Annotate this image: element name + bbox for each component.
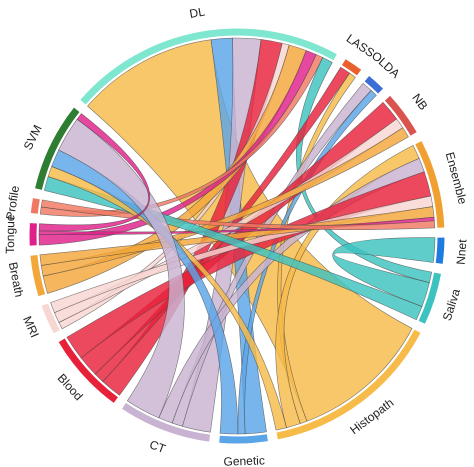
- node-arc: [341, 59, 362, 76]
- node-label: Ensemble: [443, 151, 470, 206]
- node-label: Breath: [6, 261, 27, 298]
- node-arc: [418, 272, 442, 324]
- node-arc: [384, 95, 417, 136]
- node-label: Nnet: [454, 238, 470, 265]
- node-label: Tongue: [3, 214, 17, 254]
- node-arc: [364, 75, 384, 94]
- node-label: CT: [148, 437, 169, 456]
- node-arc: [219, 434, 268, 444]
- node-label: MRI: [20, 314, 42, 340]
- node-label: SVM: [21, 123, 45, 153]
- node-arc: [415, 141, 445, 228]
- ribbon: [40, 127, 409, 277]
- ribbon: [38, 113, 151, 232]
- node-label: DL: [188, 4, 206, 21]
- ribbon: [332, 237, 436, 307]
- node-arc: [41, 303, 60, 334]
- ribbons: [38, 37, 436, 435]
- node-arc: [122, 402, 211, 442]
- node-label: Genetic: [223, 453, 265, 467]
- ribbon: [39, 54, 324, 217]
- node-arc: [435, 237, 445, 264]
- node-arc: [30, 255, 46, 297]
- node-arc: [35, 107, 80, 190]
- node-label: Profile: [3, 185, 22, 221]
- ribbon: [40, 199, 436, 230]
- ribbon: [237, 89, 377, 435]
- node-label: NB: [409, 91, 430, 113]
- node-arc: [30, 198, 40, 214]
- ribbon: [94, 66, 351, 383]
- node-arc: [276, 329, 421, 440]
- node-arc: [80, 28, 337, 105]
- node-label: Saliva: [440, 287, 463, 323]
- node-label: LASSO: [344, 31, 385, 65]
- node-arc: [58, 338, 118, 403]
- ribbon: [58, 118, 185, 419]
- node-label: Blood: [55, 371, 86, 403]
